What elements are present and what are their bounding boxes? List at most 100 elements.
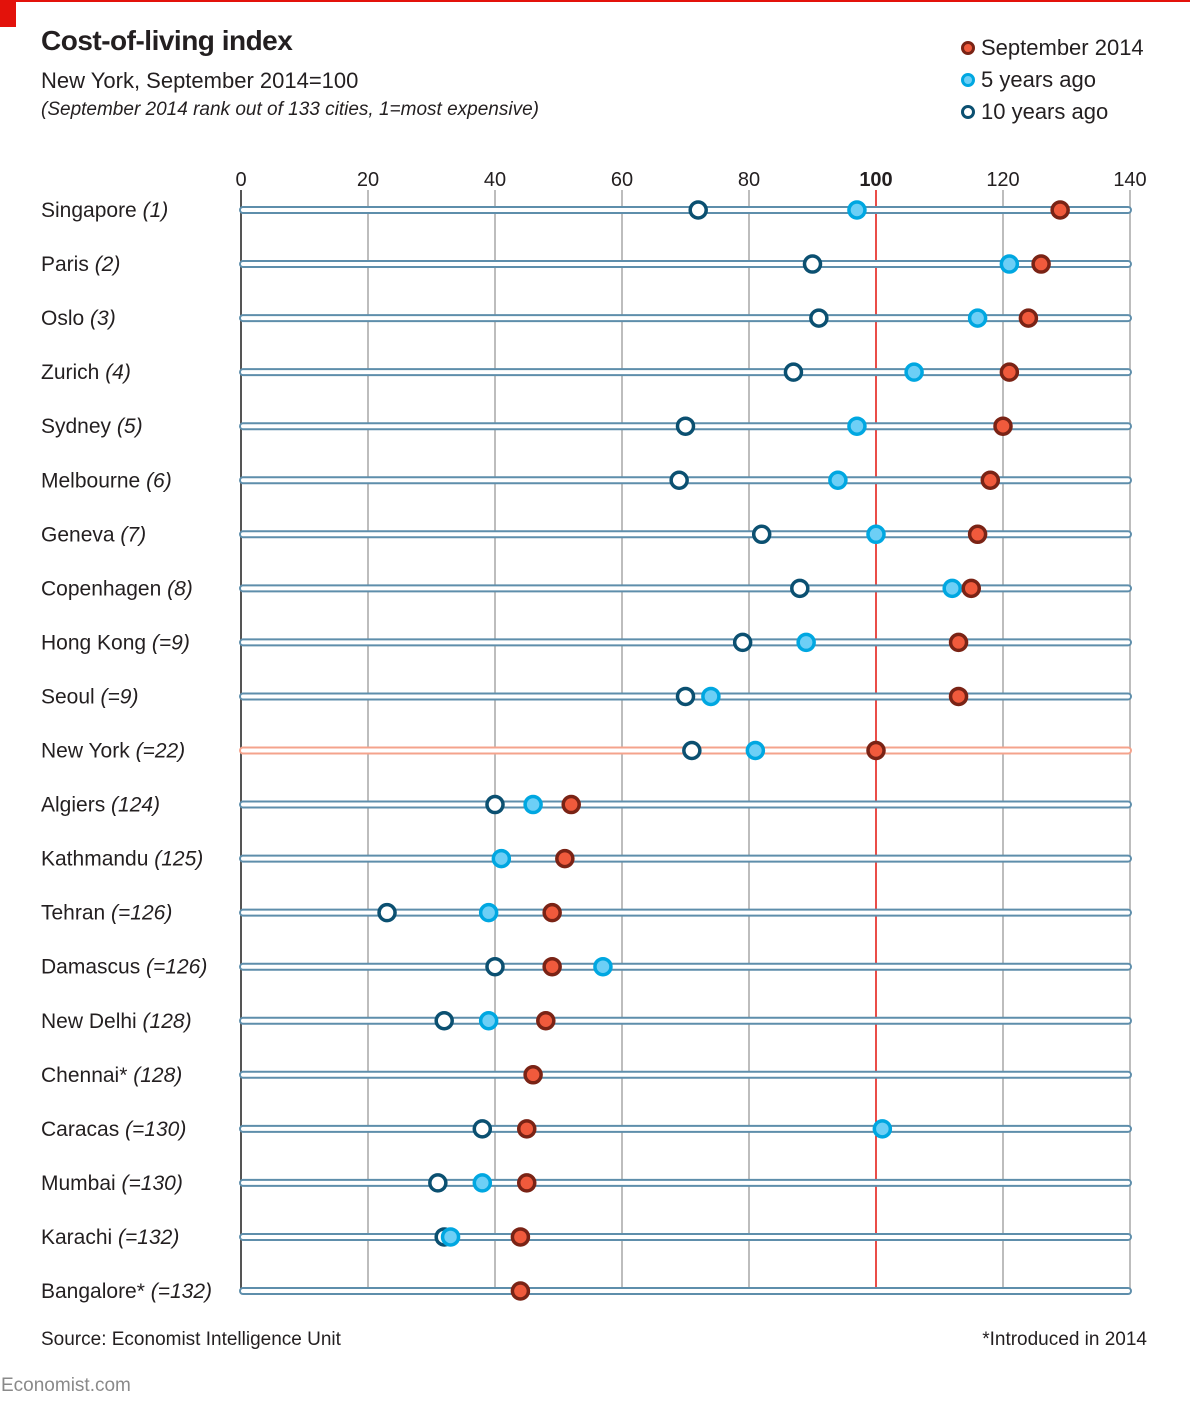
city-row: Karachi (=132): [41, 1226, 1132, 1249]
point-september-2014: [993, 416, 1013, 436]
city-rank: (6): [146, 469, 172, 492]
point-september-2014: [967, 524, 988, 545]
point-10-years-ago: [675, 686, 696, 707]
point-10-years-ago: [751, 524, 772, 545]
point-september-2014: [961, 578, 981, 599]
city-label: Hong Kong (=9): [41, 631, 190, 654]
city-row: Kathmandu (125): [41, 848, 1132, 871]
chart-subtitle: New York, September 2014=100: [41, 68, 359, 93]
city-label: Kathmandu (125): [41, 848, 203, 871]
point-5-years-ago: [491, 848, 512, 869]
legend-label-sep2014: September 2014: [981, 35, 1144, 60]
city-rank: (=130): [122, 1172, 183, 1195]
row-track: [239, 908, 1132, 917]
city-name: Melbourne: [41, 469, 146, 492]
brand-tab: [0, 0, 16, 27]
point-10-years-ago: [675, 416, 696, 436]
row-track: [239, 1232, 1132, 1241]
city-rank: (5): [117, 415, 143, 438]
point-5-years-ago: [872, 1119, 893, 1139]
city-name: Geneva: [41, 523, 120, 546]
city-rank: (=126): [111, 902, 172, 925]
city-name: Tehran: [41, 902, 111, 925]
city-name: Chennai*: [41, 1064, 133, 1087]
point-10-years-ago: [802, 254, 823, 274]
city-name: Oslo: [41, 307, 90, 330]
city-rank: (=9): [152, 631, 190, 654]
city-row: Zurich (4): [41, 361, 1132, 384]
city-name: New York: [41, 740, 136, 763]
city-name: Caracas: [41, 1118, 125, 1141]
legend-marker-ten-years: [961, 105, 975, 119]
city-rank: (128): [143, 1010, 192, 1033]
city-name: Zurich: [41, 361, 105, 384]
row-track: [239, 368, 1132, 377]
point-5-years-ago: [523, 794, 543, 815]
point-5-years-ago: [999, 254, 1020, 274]
point-september-2014: [948, 686, 969, 707]
point-5-years-ago: [796, 632, 816, 653]
x-axis-ticks: 0 20 40 60 80 100 120 140: [235, 169, 1146, 191]
legend-item-five-years: 5 years ago: [961, 64, 1144, 96]
x-tick-label: 120: [986, 169, 1019, 191]
point-september-2014: [536, 1011, 556, 1031]
city-row: Paris (2): [41, 253, 1132, 276]
city-name: Hong Kong: [41, 631, 152, 654]
row-track: [239, 530, 1132, 539]
point-september-2014: [542, 956, 562, 977]
legend-label-ten-years: 10 years ago: [981, 99, 1109, 124]
x-tick-label: 80: [738, 169, 760, 191]
city-name: Seoul: [41, 685, 101, 708]
city-rank: (=9): [101, 685, 139, 708]
point-10-years-ago: [428, 1173, 448, 1193]
city-row: Sydney (5): [41, 415, 1132, 438]
city-row: Geneva (7): [41, 523, 1132, 546]
point-10-years-ago: [688, 200, 708, 220]
x-tick-label: 100: [859, 169, 892, 191]
legend: September 2014 5 years ago 10 years ago: [961, 32, 1144, 128]
city-rank: (125): [154, 848, 203, 871]
point-5-years-ago: [593, 956, 613, 977]
city-label: Tehran (=126): [41, 902, 172, 925]
city-label: Algiers (124): [41, 794, 160, 817]
city-rank: (=132): [118, 1226, 179, 1249]
city-label: New Delhi (128): [41, 1010, 192, 1033]
city-row: Copenhagen (8): [41, 577, 1132, 600]
row-track: [239, 260, 1132, 269]
city-row: Hong Kong (=9): [41, 631, 1132, 654]
city-row: Damascus (=126): [41, 956, 1132, 979]
city-row: Melbourne (6): [41, 469, 1132, 492]
city-name: Karachi: [41, 1226, 118, 1249]
chart-note: (September 2014 rank out of 133 cities, …: [41, 99, 539, 120]
row-track: [239, 1070, 1132, 1079]
point-10-years-ago: [485, 794, 505, 815]
city-label: Bangalore* (=132): [41, 1280, 212, 1303]
point-september-2014: [510, 1281, 531, 1301]
legend-marker-five-years: [961, 73, 975, 87]
city-rank: (7): [120, 523, 146, 546]
point-september-2014: [1031, 254, 1051, 274]
city-rank: (1): [143, 199, 169, 222]
city-rank: (=126): [146, 956, 207, 979]
legend-item-sep2014: September 2014: [961, 32, 1144, 64]
legend-item-ten-years: 10 years ago: [961, 96, 1144, 128]
city-name: Paris: [41, 253, 95, 276]
point-5-years-ago: [866, 524, 886, 545]
point-5-years-ago: [478, 902, 499, 923]
city-name: Algiers: [41, 794, 111, 817]
city-rank: (=130): [125, 1118, 186, 1141]
city-label: Sydney (5): [41, 415, 143, 438]
x-tick-label: 60: [611, 169, 633, 191]
point-5-years-ago: [440, 1227, 461, 1247]
city-label: Copenhagen (8): [41, 577, 193, 600]
row-track: [239, 800, 1132, 809]
city-label: Paris (2): [41, 253, 120, 276]
city-row: Singapore (1): [41, 199, 1132, 222]
city-row: Bangalore* (=132): [41, 1280, 1132, 1303]
city-name: Sydney: [41, 415, 117, 438]
city-label: Mumbai (=130): [41, 1172, 183, 1195]
point-5-years-ago: [847, 416, 867, 436]
city-rank: (4): [105, 361, 131, 384]
legend-label-five-years: 5 years ago: [981, 67, 1096, 92]
